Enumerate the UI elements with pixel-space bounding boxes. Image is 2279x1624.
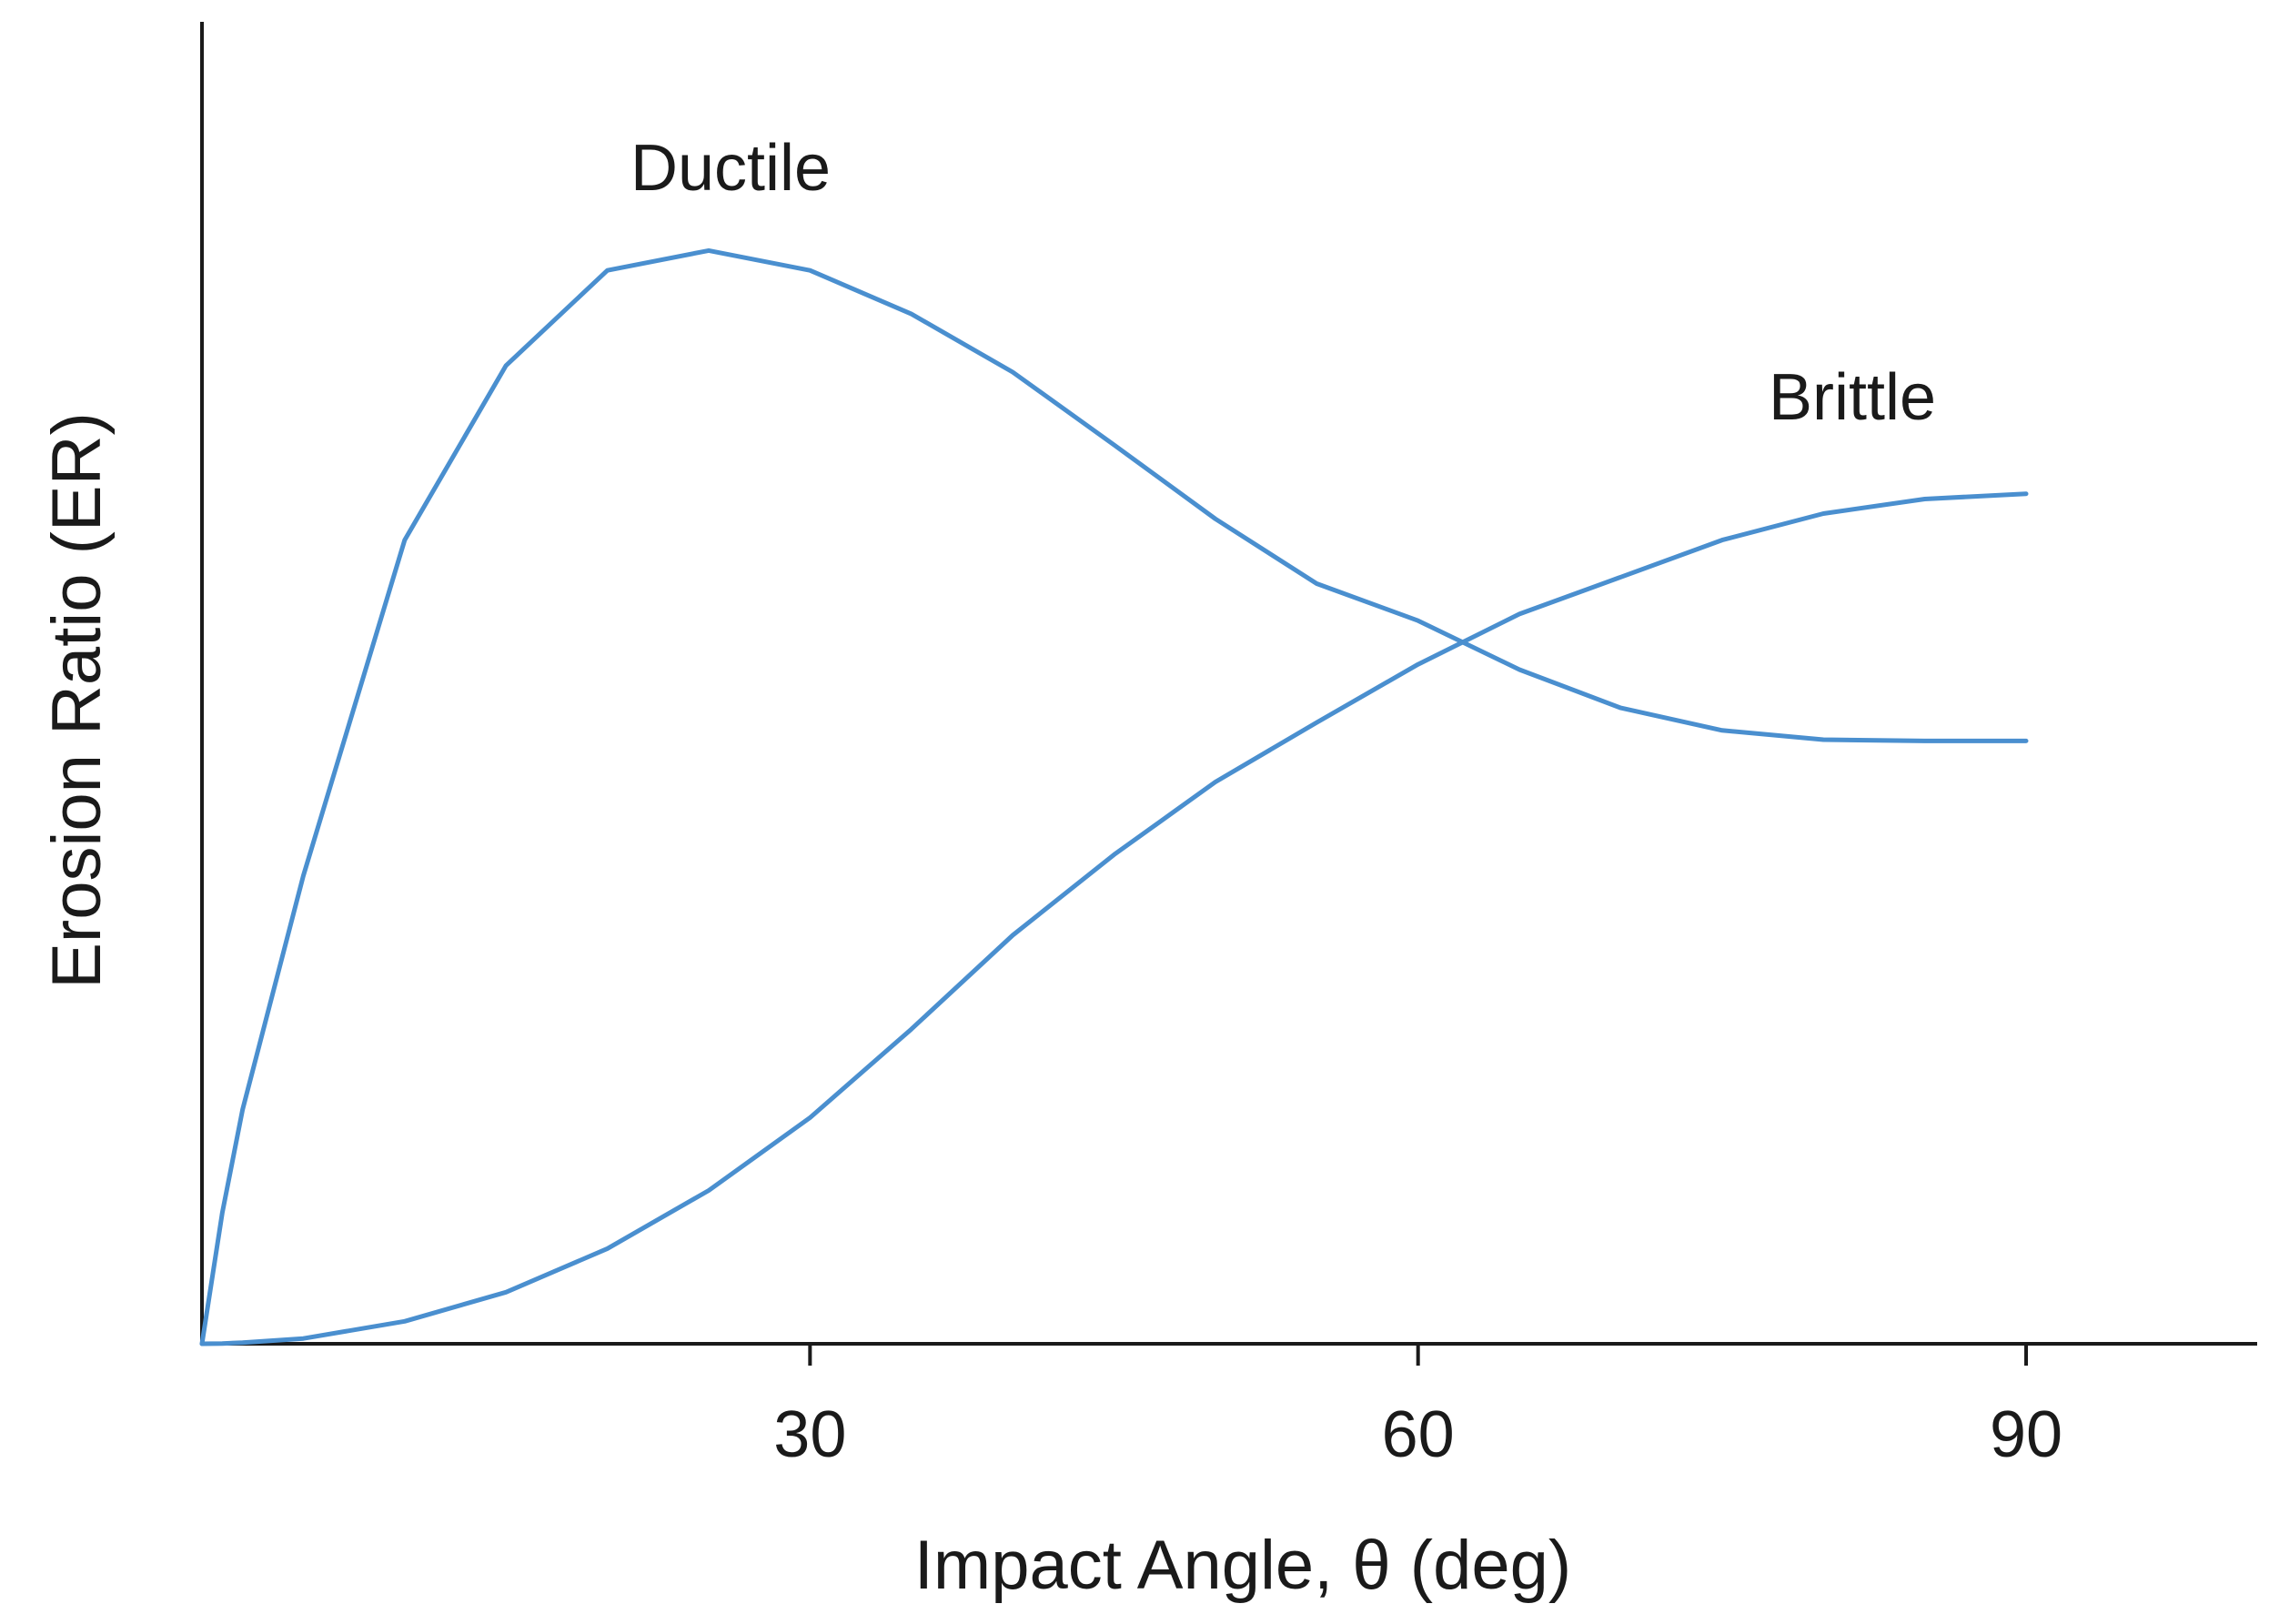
line-series [199, 247, 2029, 1347]
series-label: Brittle [1769, 361, 1936, 434]
line-series [199, 491, 2029, 1347]
series-label: Ductile [630, 132, 831, 205]
x-tick-label: 90 [1990, 1398, 2062, 1471]
x-tick-label: 30 [773, 1398, 846, 1471]
y-axis-title: Erosion Ratio (ER) [38, 412, 116, 989]
x-tick-label: 60 [1382, 1398, 1455, 1471]
x-axis-title: Impact Angle, θ (deg) [914, 1527, 1571, 1604]
